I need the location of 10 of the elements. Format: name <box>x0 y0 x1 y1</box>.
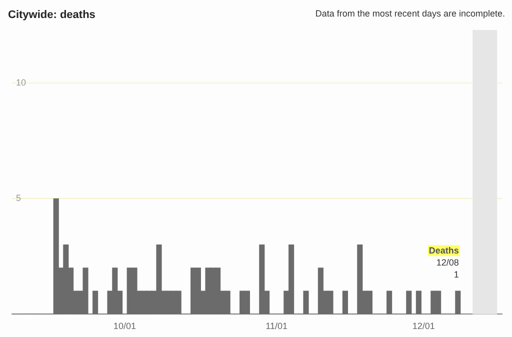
annotation: 12/08 <box>436 258 459 268</box>
chart-title: Citywide: deaths <box>8 9 96 22</box>
y-tick-label: 10 <box>16 78 26 88</box>
x-tick-label: 11/01 <box>266 321 288 332</box>
x-tick-label: 10/01 <box>113 321 136 332</box>
y-tick-label: 5 <box>16 193 22 204</box>
text: Deaths <box>428 246 459 256</box>
text: Data from the most recent days are incomplete. <box>315 8 505 18</box>
x-tick-label: 12/01 <box>412 321 435 332</box>
data-label: 1 <box>454 270 459 280</box>
